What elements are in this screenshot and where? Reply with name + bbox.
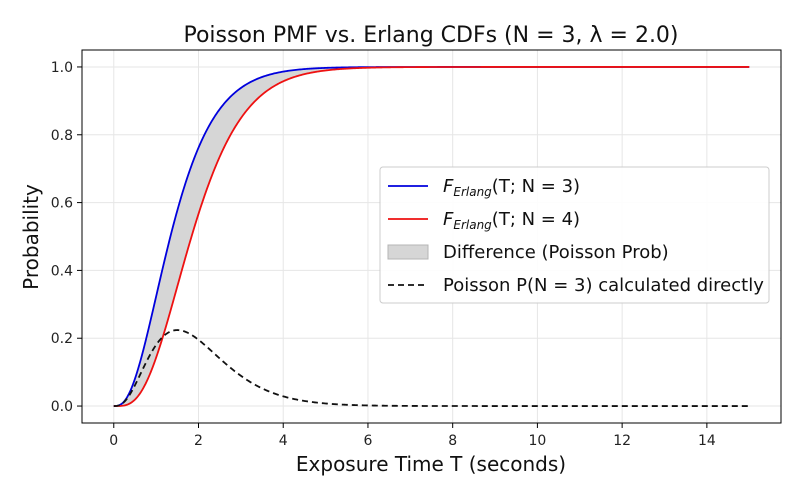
x-tick-label: 4 xyxy=(279,433,288,449)
legend-entry-n3: FErlang(T; N = 3) xyxy=(443,176,580,199)
erlang-n4-line xyxy=(113,66,750,407)
legend: FErlang(T; N = 3) FErlang(T; N = 4) Diff… xyxy=(379,166,770,304)
legend-entry-poisson: Poisson P(N = 3) calculated directly xyxy=(443,275,764,296)
y-axis-ticks: 0.0 0.2 0.4 0.6 0.8 1.0 xyxy=(51,60,82,415)
x-axis-label: Exposure Time T (seconds) xyxy=(296,452,566,476)
x-tick-label: 8 xyxy=(448,433,457,449)
y-axis-label: Probability xyxy=(19,184,43,290)
x-tick-label: 0 xyxy=(109,433,118,449)
chart-title: Poisson PMF vs. Erlang CDFs (N = 3, λ = … xyxy=(183,23,678,48)
x-axis-ticks: 0 2 4 6 8 10 12 14 xyxy=(109,423,716,449)
y-tick-label: 1.0 xyxy=(51,60,73,76)
legend-entry-n4: FErlang(T; N = 4) xyxy=(443,209,580,232)
x-tick-label: 2 xyxy=(194,433,203,449)
y-tick-label: 0.4 xyxy=(51,263,73,279)
y-tick-label: 0.6 xyxy=(51,196,73,212)
legend-frame xyxy=(379,166,770,304)
y-tick-label: 0.8 xyxy=(51,128,73,144)
y-tick-label: 0.0 xyxy=(51,399,73,415)
x-tick-label: 6 xyxy=(363,433,372,449)
plot-frame xyxy=(81,49,782,424)
x-tick-label: 14 xyxy=(698,433,716,449)
legend-swatch-difference xyxy=(387,244,429,260)
poisson-pmf-line xyxy=(113,329,750,407)
legend-entry-difference: Difference (Poisson Prob) xyxy=(443,242,669,263)
y-tick-label: 0.2 xyxy=(51,331,73,347)
x-tick-label: 10 xyxy=(528,433,546,449)
x-tick-label: 12 xyxy=(613,433,631,449)
